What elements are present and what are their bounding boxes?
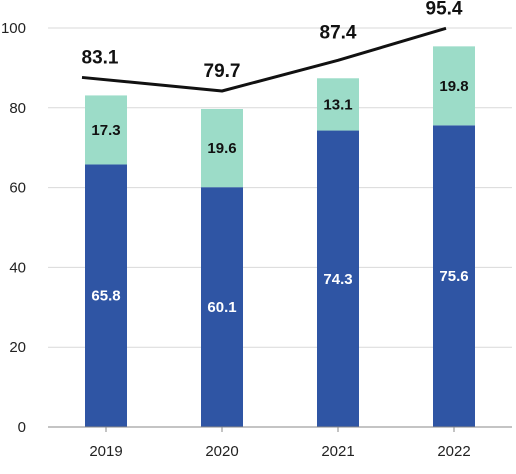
bar-segment-top	[317, 78, 359, 131]
bar-segment-base	[317, 130, 359, 427]
y-tick-label: 0	[18, 419, 26, 436]
bar-segment-top	[433, 46, 475, 126]
total-value-label: 79.7	[204, 61, 241, 82]
segment-value-label: 13.1	[323, 96, 352, 113]
segment-value-label: 60.1	[207, 299, 236, 316]
total-value-label: 83.1	[82, 47, 119, 68]
x-tick-label: 2019	[89, 443, 122, 460]
total-value-label: 87.4	[320, 22, 357, 43]
total-line-layer	[81, 26, 447, 93]
total-line	[81, 26, 447, 93]
y-tick-label: 20	[9, 339, 26, 356]
bar-segment-base	[85, 164, 127, 427]
y-tick-label: 100	[1, 20, 26, 37]
bar-segment-base	[433, 125, 475, 427]
y-tick-label: 60	[9, 180, 26, 197]
segment-value-label: 65.8	[91, 288, 120, 305]
y-tick-label: 80	[9, 100, 26, 117]
segment-value-label: 19.8	[439, 78, 468, 95]
segment-labels: 65.8 17.3 60.1 19.6 74.3 13.1 75.6 19.8	[91, 78, 468, 316]
x-tick-label: 2021	[321, 443, 354, 460]
segment-value-label: 17.3	[91, 122, 120, 139]
y-tick-label: 40	[9, 259, 26, 276]
segment-value-label: 19.6	[207, 140, 236, 157]
x-tick-label: 2022	[437, 443, 470, 460]
bars	[85, 46, 475, 427]
bar-segment-top	[85, 95, 127, 165]
bar-segment-base	[201, 187, 243, 427]
segment-value-label: 74.3	[323, 271, 352, 288]
axes: 0 20 40 60 80 100 2019 2020 2021 2022	[1, 20, 512, 460]
x-tick-label: 2020	[205, 443, 238, 460]
total-labels: 83.1 79.7 87.4 95.4	[82, 0, 463, 82]
segment-value-label: 75.6	[439, 268, 468, 285]
total-value-label: 95.4	[426, 0, 463, 19]
bar-segment-top	[201, 108, 243, 188]
